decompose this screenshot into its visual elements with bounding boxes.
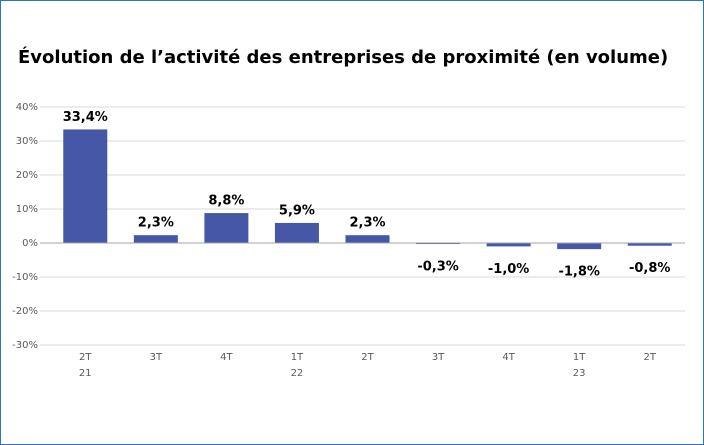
bar	[133, 235, 178, 243]
x-tick-label: 1T	[573, 352, 586, 363]
data-label: -0,8%	[629, 261, 670, 276]
bar	[557, 243, 602, 250]
data-label: -0,3%	[417, 260, 458, 275]
bar	[63, 129, 108, 243]
x-tick-label: 23	[573, 368, 586, 379]
bar	[486, 243, 531, 247]
bar	[274, 222, 319, 243]
bar	[204, 213, 249, 243]
data-label: 8,8%	[208, 194, 244, 209]
data-label: 2,3%	[349, 216, 385, 231]
x-tick-label: 21	[79, 368, 92, 379]
x-tick-label: 3T	[150, 352, 163, 363]
x-tick-label: 1T	[291, 352, 304, 363]
x-tick-label: 2T	[643, 352, 656, 363]
x-tick-label: 2T	[361, 352, 374, 363]
x-tick-label: 4T	[502, 352, 515, 363]
y-tick-label: -20%	[12, 306, 38, 317]
x-tick-label: 3T	[432, 352, 445, 363]
data-label: -1,8%	[558, 265, 599, 280]
y-tick-label: 40%	[16, 102, 38, 113]
data-label: 5,9%	[279, 203, 315, 218]
x-tick-label: 22	[291, 368, 304, 379]
data-label: 2,3%	[138, 216, 174, 231]
y-tick-label: 10%	[16, 204, 38, 215]
y-tick-label: 0%	[22, 238, 38, 249]
bar	[416, 243, 461, 245]
data-label: 33,4%	[63, 110, 108, 125]
x-tick-label: 4T	[220, 352, 233, 363]
chart-title: Évolution de l’activité des entreprises …	[18, 46, 668, 68]
bar	[345, 235, 390, 243]
x-tick-label: 2T	[79, 352, 92, 363]
bar	[627, 243, 672, 246]
y-tick-label: -30%	[12, 340, 38, 351]
data-label: -1,0%	[488, 262, 529, 277]
y-tick-label: 30%	[16, 136, 38, 147]
y-tick-label: -10%	[12, 272, 38, 283]
y-tick-label: 20%	[16, 170, 38, 181]
